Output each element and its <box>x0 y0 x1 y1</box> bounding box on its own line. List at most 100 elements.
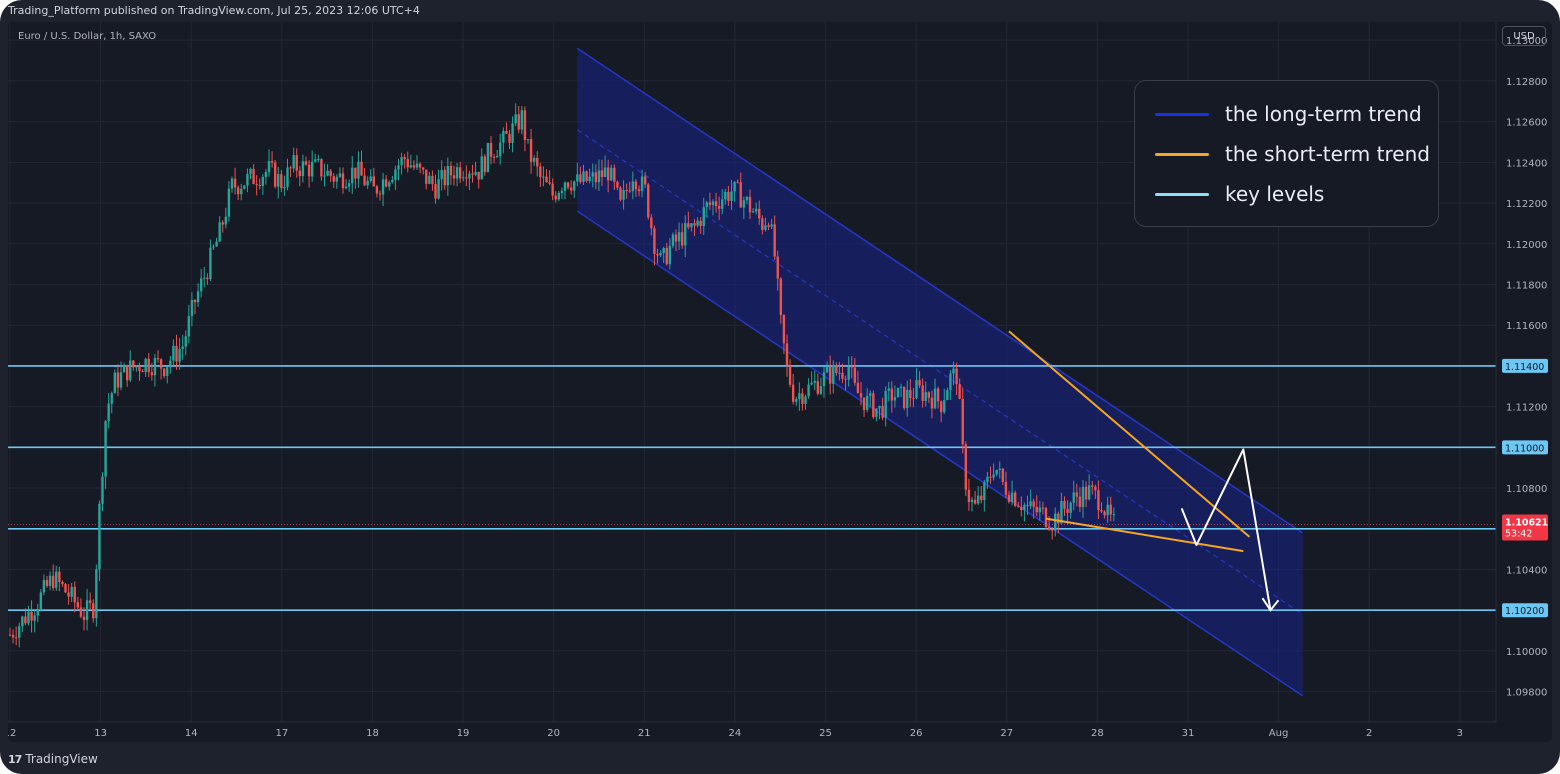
candle <box>172 339 175 366</box>
candle-body <box>1054 513 1057 531</box>
candle <box>872 390 875 419</box>
key-level-price-tag <box>1502 603 1548 618</box>
candle <box>412 160 416 171</box>
candle-body <box>428 175 431 184</box>
candle <box>264 169 268 185</box>
tradingview-logo-icon: 17 <box>8 752 22 766</box>
candle <box>24 608 27 626</box>
candle-body <box>206 277 209 280</box>
candle <box>696 217 699 228</box>
candle <box>298 165 302 187</box>
candle-body <box>338 173 342 177</box>
candle-body <box>973 499 977 504</box>
candle-body <box>119 372 123 388</box>
candle-body <box>542 176 545 178</box>
candle <box>381 172 385 207</box>
candle-body <box>1032 501 1035 507</box>
candle-body <box>637 189 641 191</box>
candle <box>8 627 12 637</box>
candle-body <box>884 390 887 418</box>
tradingview-brand[interactable]: 17 TradingView <box>8 752 98 766</box>
candle <box>406 151 409 173</box>
candle <box>998 461 1001 479</box>
candle <box>101 472 104 511</box>
candle-body <box>773 224 776 257</box>
candle-body <box>187 316 191 337</box>
candle <box>795 396 798 406</box>
candle <box>270 151 274 168</box>
candle <box>169 355 172 374</box>
candle <box>662 246 665 264</box>
candle <box>721 189 724 214</box>
price-chart[interactable]: 1.13000 1.12800 1.12600 1.12400 1.12200 1.120… <box>8 22 1552 742</box>
candle <box>1097 480 1100 520</box>
candle <box>949 370 952 400</box>
candle <box>483 154 487 176</box>
candle-body <box>582 171 585 182</box>
candle <box>104 420 107 489</box>
y-tick-label: 1.12000 <box>1506 240 1547 251</box>
y-tick-label: 1.12600 <box>1506 118 1547 129</box>
candle-body <box>21 616 24 627</box>
x-tick-label: 31 <box>1182 728 1195 739</box>
candle-body <box>631 181 635 192</box>
candle-body <box>76 602 80 608</box>
candle-body <box>557 193 561 200</box>
candle-body <box>499 142 502 156</box>
candle <box>1060 492 1063 524</box>
candle-body <box>1103 511 1106 516</box>
candle <box>55 565 58 591</box>
candle-body <box>801 393 804 405</box>
candle <box>428 171 431 185</box>
candle-body <box>804 396 807 405</box>
candle <box>961 387 964 454</box>
candle <box>711 199 715 216</box>
candle-body <box>767 225 770 227</box>
candle <box>486 142 490 173</box>
chart-area[interactable]: 1.13000 1.12800 1.12600 1.12400 1.12200 1.120… <box>8 22 1552 742</box>
candle <box>647 182 650 220</box>
candle-body <box>520 110 524 130</box>
candle-body <box>532 158 536 162</box>
candle-body <box>548 182 551 184</box>
publish-info: Trading_Platform published on TradingVie… <box>8 4 420 17</box>
candle <box>804 394 807 410</box>
candle <box>113 369 117 394</box>
x-tick-label: 14 <box>185 728 198 739</box>
candle-body <box>899 386 903 388</box>
candle <box>357 151 360 188</box>
candle-body <box>372 176 376 187</box>
candle-body <box>24 616 27 624</box>
candle-body <box>431 175 434 185</box>
candle-body <box>437 179 440 199</box>
candle-body <box>933 388 937 409</box>
candle-body <box>514 114 517 124</box>
candle-body <box>196 291 200 303</box>
candle-body <box>156 358 160 360</box>
candle-body <box>443 169 446 186</box>
candle-body <box>640 176 644 191</box>
candle <box>835 362 838 376</box>
currency-button[interactable]: USD <box>1502 26 1546 46</box>
candle <box>48 571 52 591</box>
candle <box>791 374 795 405</box>
candle-body <box>394 169 397 180</box>
candle-body <box>585 171 588 182</box>
candle-body <box>936 388 940 402</box>
candle <box>924 381 927 407</box>
candle <box>532 155 536 166</box>
candle-body <box>8 634 12 636</box>
candle-body <box>1078 496 1082 508</box>
candle-body <box>1017 505 1020 507</box>
candle <box>255 175 258 196</box>
candle-body <box>314 159 317 162</box>
candle-body <box>1001 468 1005 482</box>
candle <box>206 273 209 285</box>
candle-body <box>172 345 175 361</box>
candle-body <box>1060 500 1063 524</box>
candle <box>628 181 631 194</box>
candle-body <box>468 173 471 179</box>
candle <box>425 169 428 190</box>
candle-body <box>434 184 437 199</box>
candle-body <box>733 181 736 192</box>
